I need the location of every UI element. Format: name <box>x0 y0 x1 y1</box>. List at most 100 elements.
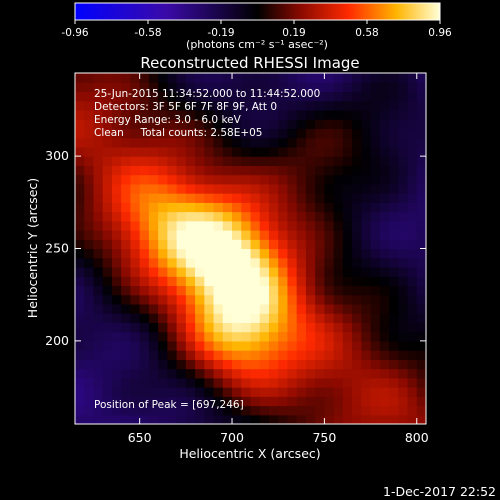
heatmap-cell <box>204 414 215 424</box>
heatmap-cell <box>296 146 307 157</box>
heatmap-cell <box>111 313 122 323</box>
heatmap-cell <box>278 109 289 120</box>
heatmap-cell <box>352 359 362 370</box>
heatmap-cell <box>352 257 362 268</box>
heatmap-cell <box>176 322 187 333</box>
heatmap-cell <box>93 340 104 351</box>
heatmap-cell <box>389 313 399 323</box>
heatmap-cell <box>296 202 307 213</box>
heatmap-cell <box>167 109 178 120</box>
heatmap-cell <box>185 73 196 83</box>
heatmap-cell <box>398 331 409 342</box>
heatmap-cell <box>416 73 426 83</box>
heatmap-cell <box>139 109 150 120</box>
heatmap-cell <box>222 119 233 130</box>
heatmap-cell <box>278 322 289 333</box>
heatmap-cell <box>204 266 215 277</box>
heatmap-cell <box>213 414 224 424</box>
heatmap-cell <box>167 368 178 379</box>
heatmap-cell <box>361 405 372 416</box>
heatmap-cell <box>287 91 298 102</box>
heatmap-cell <box>75 137 85 148</box>
heatmap-cell <box>111 230 122 240</box>
heatmap-cell <box>158 359 168 370</box>
heatmap-cell <box>333 340 344 351</box>
heatmap-cell <box>241 313 252 323</box>
heatmap-cell <box>407 109 418 120</box>
heatmap-cell <box>93 396 104 407</box>
heatmap-cell <box>315 248 325 259</box>
heatmap-cell <box>250 257 261 268</box>
heatmap-cell <box>342 387 353 397</box>
heatmap-cell <box>158 193 168 203</box>
heatmap-cell <box>342 137 353 148</box>
heatmap-cell <box>379 174 390 185</box>
heatmap-cell <box>102 313 113 323</box>
heatmap-cell <box>398 193 409 203</box>
heatmap-cell <box>130 322 141 333</box>
heatmap-cell <box>111 91 122 102</box>
heatmap-cell <box>213 340 224 351</box>
heatmap-cell <box>296 137 307 148</box>
heatmap-cell <box>176 174 187 185</box>
heatmap-cell <box>176 405 187 416</box>
heatmap-cell <box>102 257 113 268</box>
heatmap-cell <box>315 387 325 397</box>
heatmap-cell <box>361 165 372 176</box>
heatmap-cell <box>370 377 381 388</box>
heatmap-cell <box>305 396 316 407</box>
heatmap-cell <box>333 266 344 277</box>
heatmap-cell <box>111 165 122 176</box>
heatmap-cell <box>204 146 215 157</box>
heatmap-cell <box>278 146 289 157</box>
heatmap-cell <box>130 100 141 111</box>
heatmap-cell <box>259 276 270 287</box>
heatmap-cell <box>121 119 132 130</box>
heatmap-cell <box>102 174 113 185</box>
heatmap-cell <box>167 322 178 333</box>
heatmap-cell <box>185 156 196 166</box>
heatmap-cell <box>111 220 122 231</box>
heatmap-cell <box>370 331 381 342</box>
heatmap-cell <box>333 322 344 333</box>
heatmap-cell <box>342 100 353 111</box>
heatmap-cell <box>139 377 150 388</box>
annotation-clean-counts: Clean Total counts: 2.58E+05 <box>94 127 263 139</box>
heatmap-cell <box>195 100 205 111</box>
heatmap-cell <box>398 165 409 176</box>
heatmap-cell <box>352 377 362 388</box>
heatmap-cell <box>268 73 279 83</box>
heatmap-cell <box>315 266 325 277</box>
heatmap-cell <box>232 128 242 139</box>
heatmap-cell <box>278 220 289 231</box>
heatmap-cell <box>232 91 242 102</box>
heatmap-cell <box>296 239 307 250</box>
heatmap-cell <box>167 193 178 203</box>
heatmap-cell <box>398 211 409 222</box>
x-tick-label: 700 <box>220 430 244 445</box>
heatmap-cell <box>84 174 95 185</box>
heatmap-cell <box>287 414 298 424</box>
heatmap-cell <box>93 248 104 259</box>
heatmap-cell <box>324 285 335 296</box>
heatmap-cell <box>241 146 252 157</box>
heatmap-cell <box>370 91 381 102</box>
heatmap-cell <box>204 368 215 379</box>
heatmap-cell <box>250 276 261 287</box>
heatmap-cell <box>268 340 279 351</box>
heatmap-cell <box>241 303 252 314</box>
heatmap-cell <box>93 303 104 314</box>
heatmap-cell <box>75 146 85 157</box>
heatmap-cell <box>379 73 390 83</box>
heatmap-cell <box>121 405 132 416</box>
heatmap-cell <box>75 174 85 185</box>
heatmap-cell <box>389 174 399 185</box>
heatmap-cell <box>75 128 85 139</box>
heatmap-cell <box>342 193 353 203</box>
heatmap-cell <box>102 156 113 166</box>
heatmap-cell <box>195 368 205 379</box>
heatmap-cell <box>268 285 279 296</box>
heatmap-cell <box>130 340 141 351</box>
heatmap-cell <box>361 396 372 407</box>
heatmap-cell <box>195 165 205 176</box>
